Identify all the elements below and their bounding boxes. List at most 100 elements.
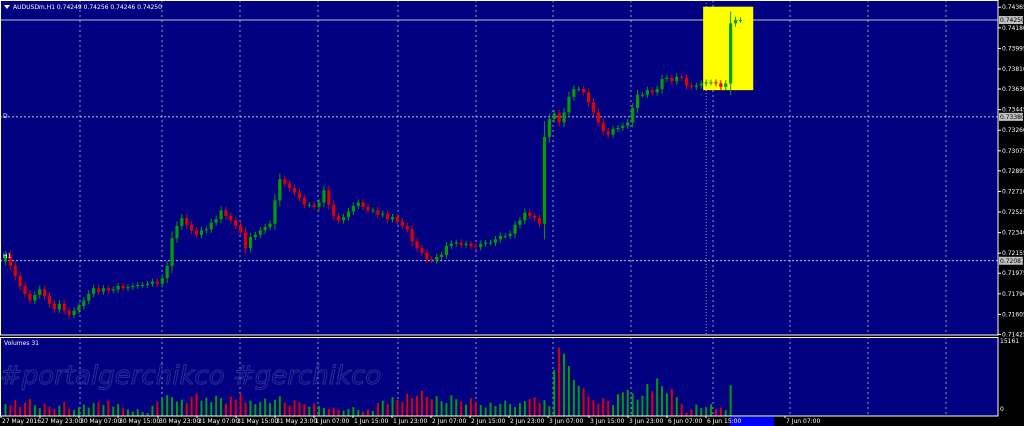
volume-bar <box>14 400 17 416</box>
volume-bar <box>180 399 183 416</box>
candle-body <box>542 136 547 224</box>
candle-body <box>719 83 723 87</box>
candle-body <box>454 242 458 244</box>
volume-bar <box>264 398 267 416</box>
volume-bar <box>367 409 370 416</box>
volume-bar <box>337 409 340 416</box>
volume-bar <box>102 405 105 416</box>
candle-body <box>606 131 610 135</box>
volume-bar <box>646 383 649 416</box>
highlight-rectangle[interactable] <box>703 6 754 91</box>
volume-bar <box>53 409 56 416</box>
candle-body <box>557 113 561 123</box>
volume-bar <box>244 402 247 416</box>
candle-body <box>376 210 380 215</box>
candle-body <box>498 235 502 240</box>
candle-body <box>523 212 527 221</box>
volume-bar <box>68 408 71 416</box>
volume-bar <box>533 397 536 416</box>
candle-body <box>234 220 238 226</box>
price-panel-frame <box>0 0 999 336</box>
highlight-zone[interactable] <box>703 6 754 91</box>
candle-body <box>268 223 272 228</box>
price-panel-background[interactable] <box>0 0 998 335</box>
candle-body <box>528 212 532 216</box>
candle-body <box>635 94 640 108</box>
volume-max-label: 15161 <box>1000 338 1019 345</box>
candle-body <box>435 257 439 261</box>
candle-body <box>552 113 556 120</box>
candle-body <box>43 289 47 297</box>
candle-body <box>577 89 581 91</box>
volume-bar <box>563 353 566 416</box>
time-axis-highlight[interactable] <box>730 417 774 426</box>
price-axis-label: 0.72155 <box>1002 250 1024 257</box>
volume-bar <box>175 401 178 416</box>
candle-body <box>631 107 635 123</box>
candle-body <box>180 218 184 226</box>
candle-body <box>337 215 341 221</box>
volume-bar <box>28 399 31 416</box>
candle-body <box>199 230 204 235</box>
volume-bar <box>200 400 203 416</box>
volume-bar <box>371 411 374 416</box>
candle-body <box>96 288 101 292</box>
volume-bar <box>719 407 722 416</box>
time-axis-label: 31 May 23:00 <box>276 418 317 425</box>
chart-header: AUDUSDm,H1 0.74249 0.74256 0.74246 0.742… <box>4 4 162 11</box>
candle-body <box>567 96 571 113</box>
candle-body <box>278 179 282 201</box>
volume-bar <box>450 395 453 416</box>
volume-bar <box>582 388 585 416</box>
volume-bar <box>469 398 472 416</box>
candle-body <box>729 23 733 84</box>
volume-bar <box>381 400 384 416</box>
volume-bar <box>151 405 154 416</box>
volume-bar <box>396 399 399 416</box>
volume-bar <box>107 400 110 416</box>
price-axis-label: 0.72525 <box>1002 209 1024 216</box>
candle-body <box>3 254 8 262</box>
volume-bar <box>146 413 149 416</box>
candle-body <box>165 265 169 279</box>
time-axis-label: 2 Jun 07:00 <box>432 418 466 425</box>
candle-body <box>371 210 375 212</box>
price-tag-label: 0.74250 <box>1000 17 1024 24</box>
volume-bar <box>416 395 419 416</box>
candle-body <box>439 254 444 258</box>
candle-body <box>533 215 537 219</box>
volume-bar <box>9 405 12 416</box>
volume-bar <box>161 398 164 416</box>
candle-body <box>655 89 659 93</box>
volume-bar <box>332 407 335 416</box>
candle-body <box>640 94 645 96</box>
candle-body <box>190 224 194 231</box>
panel-frames <box>0 0 999 417</box>
volume-bar <box>592 400 595 416</box>
volume-bar <box>112 406 115 416</box>
volume-bar <box>435 396 438 416</box>
volume-bar <box>651 391 654 416</box>
candle-body <box>145 283 150 285</box>
candle-body <box>582 89 586 93</box>
time-axis-label: 6 Jun 07:00 <box>668 418 702 425</box>
candle-body <box>341 217 346 221</box>
candle-body <box>449 243 453 246</box>
time-axis-label: 27 May 2016 <box>2 418 41 425</box>
price-axis-label: 0.74365 <box>1002 4 1024 11</box>
candle-body <box>263 227 267 231</box>
price-tag-background <box>999 16 1023 25</box>
candle-body <box>297 192 302 199</box>
candle-body <box>425 252 429 260</box>
horizontal-lines[interactable] <box>0 0 998 335</box>
candle-body <box>572 89 576 97</box>
triangle-down-icon[interactable] <box>4 5 10 9</box>
candle-body <box>150 281 155 284</box>
volume-bar <box>523 401 526 416</box>
